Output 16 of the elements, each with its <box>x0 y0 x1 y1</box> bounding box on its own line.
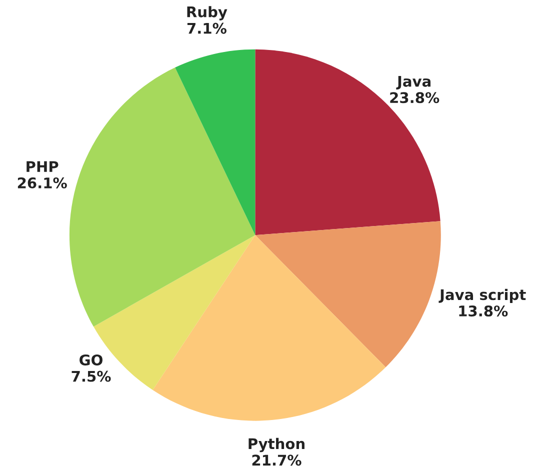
slice-label: Java <box>396 76 430 90</box>
pie-slice <box>152 235 386 421</box>
slice-label: Python <box>248 438 304 452</box>
pie-slice <box>255 49 440 236</box>
data-label: 21.7% <box>252 454 302 466</box>
data-label: 26.1% <box>18 177 67 188</box>
data-label: 13.8% <box>459 305 508 316</box>
pie-slice <box>175 49 256 236</box>
slice-label: Java script <box>438 288 526 303</box>
data-label: 7.5% <box>72 370 111 382</box>
slice-label: Ruby <box>187 6 228 20</box>
data-label: 7.1% <box>187 22 226 34</box>
data-label: 23.8% <box>390 92 440 104</box>
slice-label: GO <box>80 354 102 366</box>
pie-slice <box>69 68 256 327</box>
slice-label: PHP <box>26 161 58 172</box>
